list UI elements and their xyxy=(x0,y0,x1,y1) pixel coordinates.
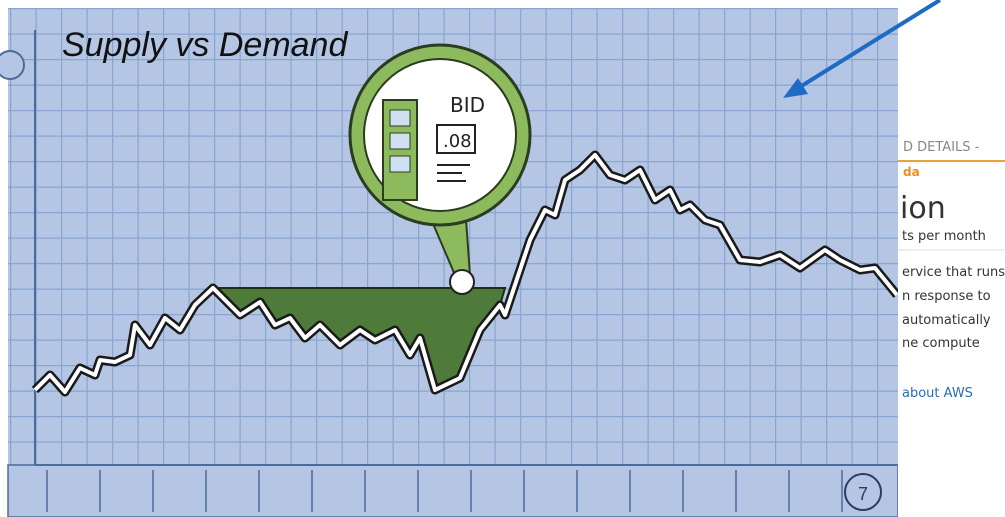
clock-number: 7 xyxy=(858,484,868,504)
side-text: ne compute xyxy=(902,336,980,351)
rack-unit xyxy=(390,110,410,126)
video-title: Supply vs Demand xyxy=(62,26,348,64)
rack-unit xyxy=(390,156,410,172)
side-link[interactable]: about AWS xyxy=(902,386,973,401)
coin xyxy=(450,270,474,294)
side-text: ervice that runs xyxy=(902,265,1005,280)
side-text: n response to xyxy=(902,289,991,304)
rack-unit xyxy=(390,133,410,149)
side-panel xyxy=(898,0,1005,517)
side-title: ion xyxy=(900,191,946,226)
bottom-strip xyxy=(8,465,898,517)
bubble-price: .08 xyxy=(443,131,472,152)
side-text: automatically xyxy=(902,313,991,328)
side-header: D DETAILS - xyxy=(903,140,980,155)
side-subtitle: ts per month xyxy=(902,229,986,244)
side-link[interactable]: da xyxy=(903,165,920,179)
page: BID .08 Supply vs Demand 7 D DETAILS - d… xyxy=(0,0,1005,517)
bubble-label: BID xyxy=(450,93,485,117)
left-knob xyxy=(0,51,24,79)
screen: BID .08 Supply vs Demand 7 D DETAILS - d… xyxy=(0,0,1005,517)
